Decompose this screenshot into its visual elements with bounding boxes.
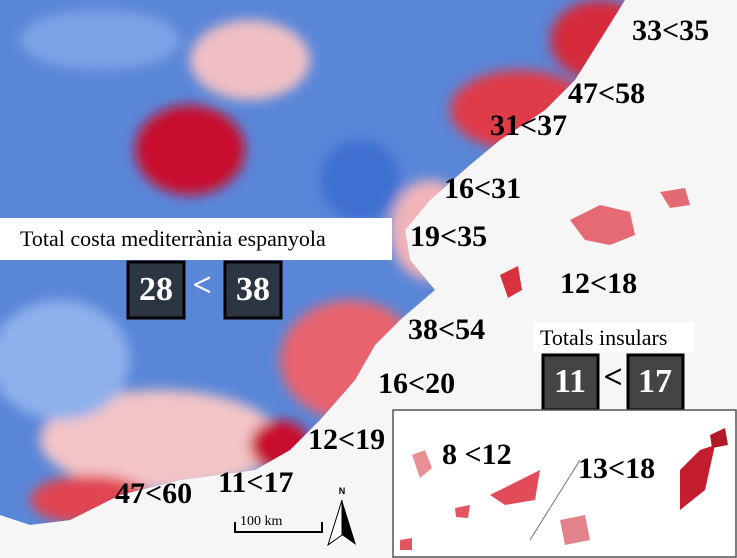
coast-label: 12<18 bbox=[560, 267, 637, 300]
north-label: N bbox=[339, 486, 346, 496]
island bbox=[400, 538, 412, 550]
region bbox=[320, 140, 400, 220]
total-value: 38 bbox=[236, 271, 270, 308]
coast-label: 31<37 bbox=[490, 109, 567, 142]
north-arrow: N bbox=[327, 486, 356, 547]
scale-bar: 100 km bbox=[234, 514, 323, 533]
island bbox=[455, 505, 470, 518]
canary-inset bbox=[392, 409, 737, 558]
coast-label: 47<58 bbox=[568, 77, 645, 110]
region bbox=[40, 390, 280, 490]
total-value: 17 bbox=[638, 363, 672, 400]
islands bbox=[500, 188, 690, 298]
region bbox=[20, 10, 180, 70]
island bbox=[710, 428, 728, 448]
title-box bbox=[534, 322, 694, 352]
coast-label: 12<19 bbox=[308, 423, 385, 456]
region bbox=[550, 0, 625, 80]
total-title: Totals insulars bbox=[540, 325, 667, 350]
divider bbox=[529, 459, 581, 541]
region bbox=[135, 105, 245, 195]
scale-line bbox=[234, 522, 323, 533]
total-value: 28 bbox=[139, 271, 173, 308]
coast-label: 19<35 bbox=[410, 220, 487, 253]
island bbox=[570, 205, 635, 245]
island bbox=[500, 266, 522, 298]
coast-label: 16<31 bbox=[444, 172, 521, 205]
arrow bbox=[342, 500, 356, 545]
coast-label: 8 <12 bbox=[442, 438, 512, 471]
coast-label: 47<60 bbox=[115, 477, 192, 510]
coast-label: 38<54 bbox=[408, 313, 485, 346]
total-box bbox=[541, 353, 600, 412]
total-box bbox=[126, 260, 186, 320]
total-title: Total costa mediterrània espanyola bbox=[20, 226, 326, 251]
island bbox=[412, 450, 432, 478]
island bbox=[560, 515, 590, 545]
region bbox=[0, 300, 130, 420]
scale-label: 100 km bbox=[240, 514, 283, 529]
title-box bbox=[0, 218, 392, 260]
island bbox=[490, 470, 540, 505]
arrow bbox=[327, 499, 343, 547]
coast-label: 11<17 bbox=[218, 466, 293, 499]
island bbox=[660, 188, 690, 208]
total-box bbox=[223, 260, 283, 320]
coast-label: 13<18 bbox=[578, 452, 655, 485]
coast-label: 33<35 bbox=[632, 14, 709, 47]
island bbox=[680, 445, 715, 510]
coast-label: 16<20 bbox=[378, 367, 455, 400]
total-sign: < bbox=[603, 359, 622, 396]
total-value: 11 bbox=[554, 363, 586, 400]
region bbox=[190, 20, 310, 100]
total-sign: < bbox=[192, 267, 211, 304]
